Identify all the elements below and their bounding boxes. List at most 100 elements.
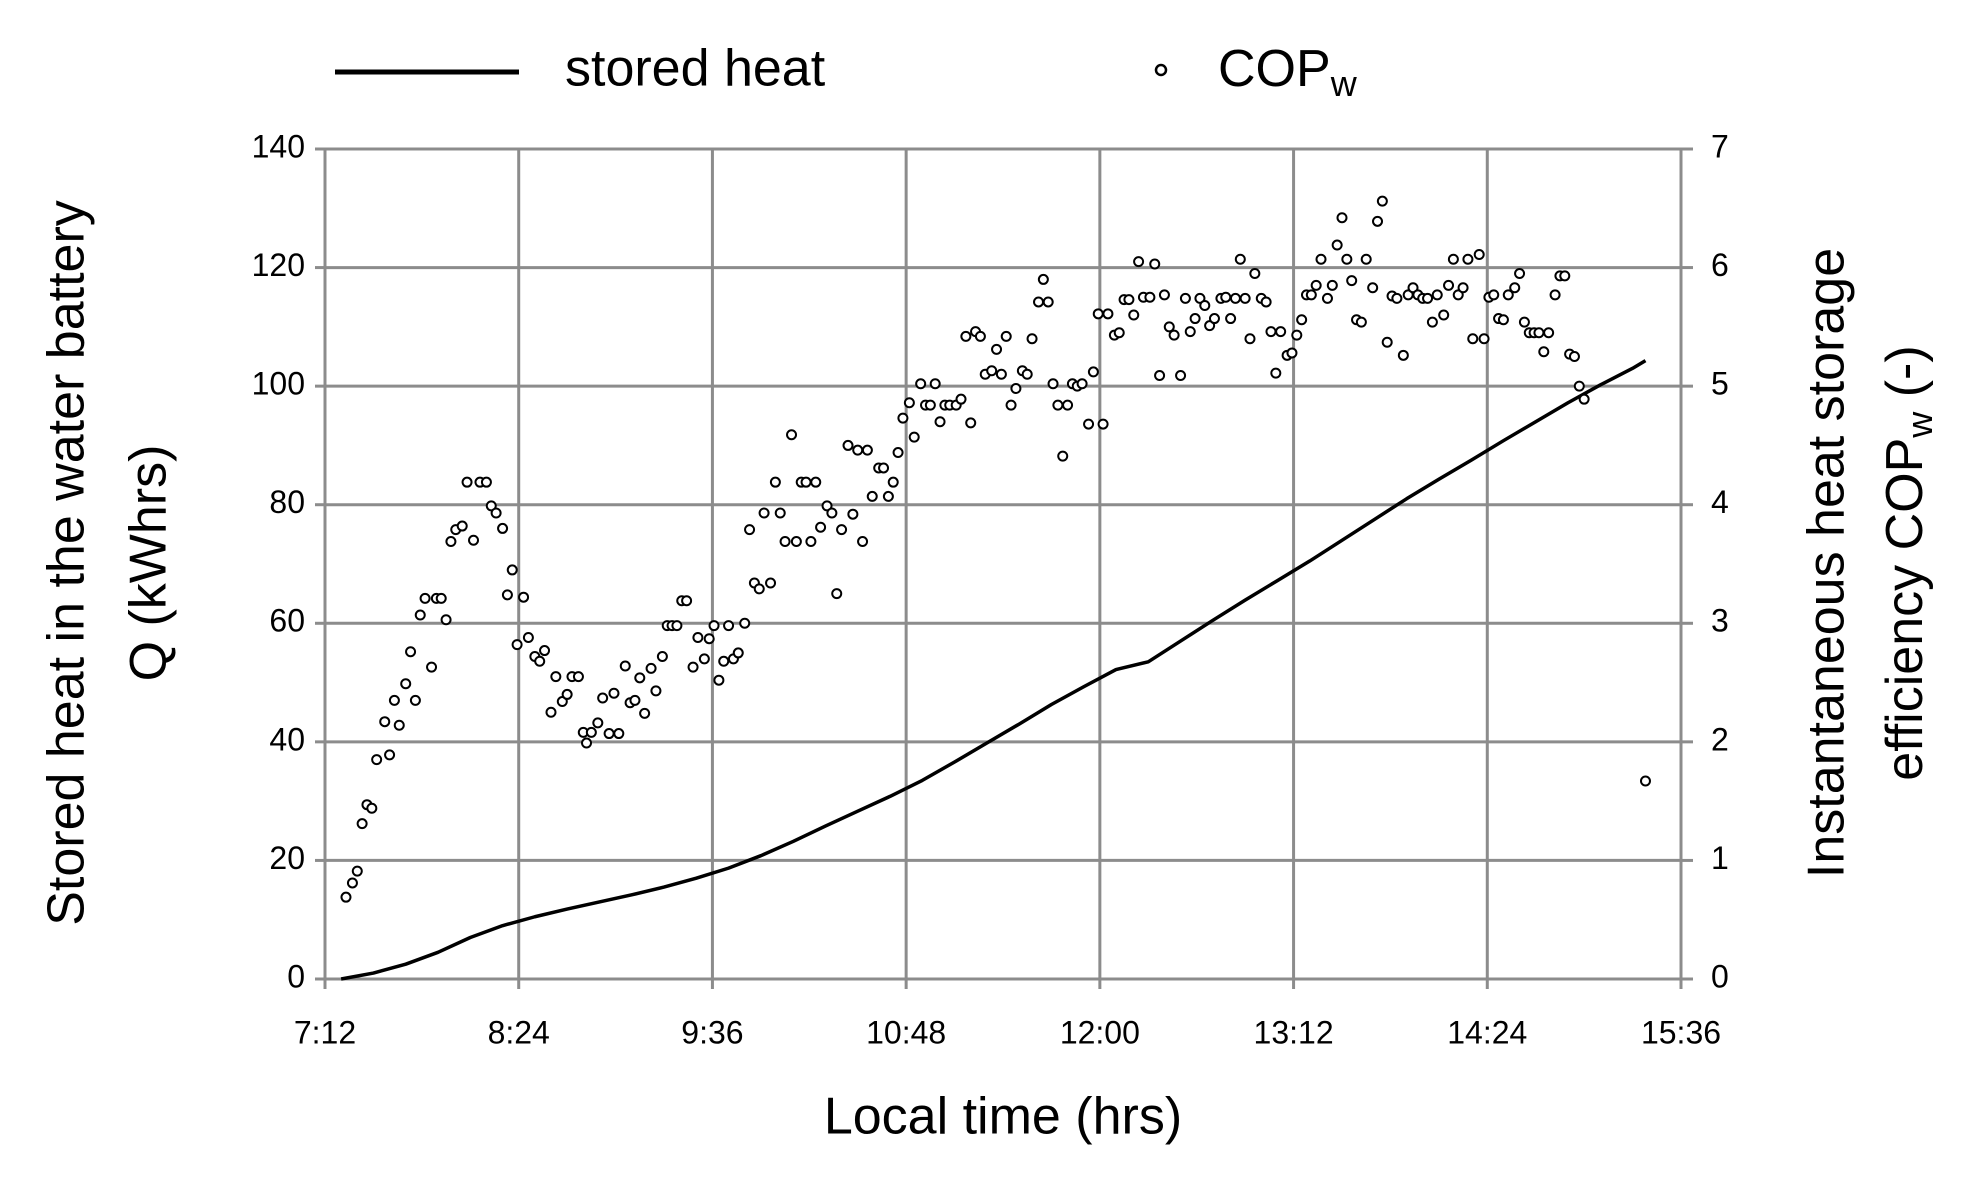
point (545, 706, 557, 718)
point (986, 365, 998, 377)
point (468, 534, 480, 546)
y2-tick-label: 0 (1711, 958, 1729, 994)
point (456, 520, 468, 532)
point (619, 660, 631, 672)
point (1062, 399, 1074, 411)
point (826, 507, 838, 519)
y-tick-label: 0 (287, 958, 305, 994)
legend-label: COPw (1218, 40, 1358, 104)
point (1168, 329, 1180, 341)
point (1305, 289, 1317, 301)
point (1315, 253, 1327, 265)
legend-label: stored heat (565, 40, 826, 98)
point (1229, 292, 1241, 304)
point (1113, 327, 1125, 339)
point (550, 671, 562, 683)
point (1184, 326, 1196, 338)
point (405, 646, 417, 658)
y-tick-label: 140 (252, 128, 305, 164)
point (561, 688, 573, 700)
point (356, 818, 368, 830)
point (1286, 347, 1298, 359)
point (1010, 383, 1022, 395)
point (1346, 275, 1358, 287)
point (1175, 369, 1187, 381)
point (1478, 333, 1490, 345)
y2-tick-label: 3 (1711, 603, 1729, 639)
point (1473, 249, 1485, 261)
point (866, 490, 878, 502)
point (915, 378, 927, 390)
point (1514, 268, 1526, 279)
point (836, 524, 848, 536)
point (1052, 399, 1064, 411)
point (1509, 282, 1521, 294)
point (687, 661, 699, 673)
point (1249, 268, 1261, 279)
y2-tick-label: 2 (1711, 721, 1729, 757)
point (435, 592, 447, 604)
point (1199, 300, 1211, 312)
legend-label-main: COP (1218, 40, 1331, 98)
point (603, 728, 615, 740)
point (1154, 369, 1166, 381)
point (1488, 289, 1500, 301)
point (1270, 367, 1282, 379)
point (903, 397, 915, 409)
point (1431, 289, 1443, 301)
point (1208, 313, 1220, 325)
point (1179, 292, 1191, 304)
point (703, 633, 715, 645)
point (887, 476, 899, 488)
point (1426, 316, 1438, 328)
point (1360, 253, 1372, 265)
point (713, 674, 725, 686)
point (821, 500, 833, 512)
point (995, 368, 1007, 380)
point (1102, 308, 1114, 320)
point (650, 685, 662, 697)
legend-marker (1154, 63, 1168, 77)
point (490, 507, 502, 519)
point (485, 500, 497, 512)
point (1128, 309, 1140, 321)
point (744, 524, 756, 536)
point (1422, 292, 1434, 304)
point (857, 535, 869, 547)
point (1326, 279, 1338, 291)
point (608, 687, 620, 699)
point (852, 444, 864, 456)
point (1260, 296, 1272, 308)
point (1467, 333, 1479, 345)
point (1355, 316, 1367, 328)
point (400, 678, 412, 690)
point (340, 891, 352, 903)
point (769, 476, 781, 488)
point (1518, 316, 1530, 328)
point (1000, 330, 1012, 342)
point (692, 632, 704, 644)
point (1083, 418, 1095, 430)
point (934, 416, 946, 428)
y2-tick-label: 7 (1711, 128, 1729, 164)
point (1533, 327, 1545, 339)
y2-tick-label: 5 (1711, 366, 1729, 402)
point (366, 802, 378, 814)
point (645, 662, 657, 674)
x-axis-title: Local time (hrs) (824, 1088, 1182, 1146)
point (708, 620, 720, 632)
point (1578, 393, 1590, 405)
point (522, 632, 534, 644)
point (1573, 380, 1585, 392)
y2-axis-title-subscript: w (1899, 411, 1940, 439)
point (1639, 775, 1651, 787)
point (461, 476, 473, 488)
x-tick-label: 13:12 (1254, 1014, 1334, 1050)
point (393, 719, 405, 731)
point (1310, 279, 1322, 291)
point (960, 330, 972, 342)
y2-tick-label: 1 (1711, 840, 1729, 876)
point (1568, 351, 1580, 362)
point (800, 476, 812, 488)
x-tick-label: 8:24 (488, 1014, 550, 1050)
